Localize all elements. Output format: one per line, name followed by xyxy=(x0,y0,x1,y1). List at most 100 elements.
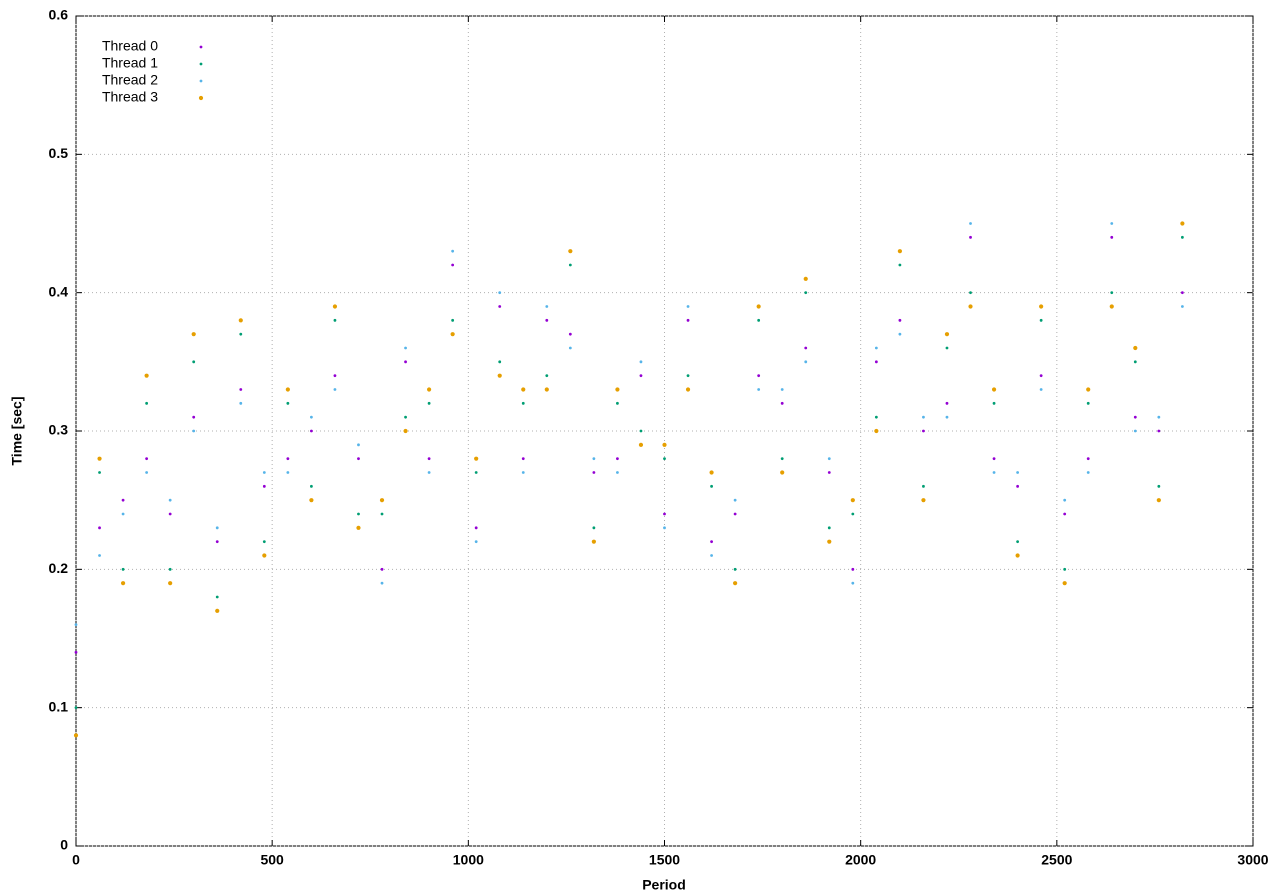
point xyxy=(804,291,808,295)
point xyxy=(474,471,478,474)
y-tick-label: 0 xyxy=(60,837,68,853)
point xyxy=(922,484,925,488)
point xyxy=(380,512,384,516)
point xyxy=(592,526,596,530)
legend-marker xyxy=(198,95,204,101)
legend-label: Thread 3 xyxy=(102,89,158,105)
point xyxy=(544,387,549,392)
point xyxy=(592,457,596,461)
point xyxy=(851,581,855,585)
point xyxy=(663,526,666,530)
x-tick-label: 500 xyxy=(260,852,284,868)
point xyxy=(1086,457,1090,461)
point xyxy=(239,388,243,391)
point xyxy=(663,457,666,461)
point xyxy=(1133,360,1137,364)
point xyxy=(120,581,126,586)
point xyxy=(874,360,878,364)
point xyxy=(991,387,997,392)
point xyxy=(357,457,360,461)
point xyxy=(1157,415,1161,419)
point xyxy=(121,567,125,571)
point xyxy=(710,484,713,488)
point xyxy=(968,304,973,309)
point xyxy=(686,318,690,322)
point xyxy=(756,304,761,309)
point xyxy=(521,401,525,405)
point xyxy=(191,332,196,337)
point xyxy=(521,387,526,392)
point xyxy=(992,401,996,405)
point xyxy=(780,457,784,461)
point xyxy=(969,222,972,225)
y-tick-label: 0.2 xyxy=(49,560,69,576)
point xyxy=(1133,345,1138,351)
point xyxy=(357,512,360,516)
y-tick-label: 0.3 xyxy=(49,422,69,438)
point xyxy=(379,498,385,503)
point xyxy=(262,553,267,558)
point xyxy=(215,540,219,544)
legend-marker xyxy=(199,79,203,83)
point xyxy=(733,567,737,571)
point xyxy=(615,387,620,392)
point xyxy=(521,457,525,461)
point xyxy=(333,388,337,391)
point xyxy=(874,415,878,419)
point xyxy=(992,471,996,474)
point xyxy=(897,249,903,254)
point xyxy=(474,540,478,544)
point xyxy=(1110,291,1114,295)
point xyxy=(1063,498,1067,502)
point xyxy=(898,318,902,322)
point xyxy=(710,540,713,544)
point xyxy=(121,498,125,502)
point xyxy=(639,374,643,378)
point xyxy=(1180,305,1184,308)
point xyxy=(121,512,125,516)
point xyxy=(98,471,101,474)
x-tick-label: 3000 xyxy=(1237,852,1268,868)
point xyxy=(709,470,714,475)
x-axis-label: Period xyxy=(642,877,686,893)
point xyxy=(380,567,384,571)
point xyxy=(733,498,737,502)
point xyxy=(686,305,690,308)
point xyxy=(591,539,596,544)
point xyxy=(616,401,619,405)
point xyxy=(239,332,243,336)
point xyxy=(168,498,172,502)
point xyxy=(144,373,149,378)
point xyxy=(1063,567,1067,571)
point xyxy=(1157,484,1161,488)
point xyxy=(498,360,502,364)
point xyxy=(1063,512,1067,516)
point xyxy=(215,595,219,599)
point xyxy=(192,360,196,364)
point xyxy=(851,512,855,516)
legend-label: Thread 0 xyxy=(102,38,158,54)
point xyxy=(310,429,313,433)
point xyxy=(921,498,926,503)
point xyxy=(332,304,338,309)
point xyxy=(1015,553,1020,558)
point xyxy=(944,332,950,337)
point xyxy=(451,249,455,253)
point xyxy=(474,456,479,461)
point xyxy=(474,526,478,530)
point xyxy=(521,471,525,474)
point xyxy=(827,471,831,474)
point xyxy=(1016,471,1019,474)
point xyxy=(898,332,902,336)
y-axis-label: Time [sec] xyxy=(9,397,25,466)
point xyxy=(780,388,784,391)
point xyxy=(427,401,431,405)
y-tick-label: 0.5 xyxy=(49,145,69,161)
point xyxy=(922,429,925,433)
point xyxy=(404,346,407,350)
point xyxy=(145,471,149,474)
point xyxy=(497,373,502,378)
point xyxy=(262,484,266,488)
x-tick-label: 0 xyxy=(72,852,80,868)
point xyxy=(639,360,643,364)
